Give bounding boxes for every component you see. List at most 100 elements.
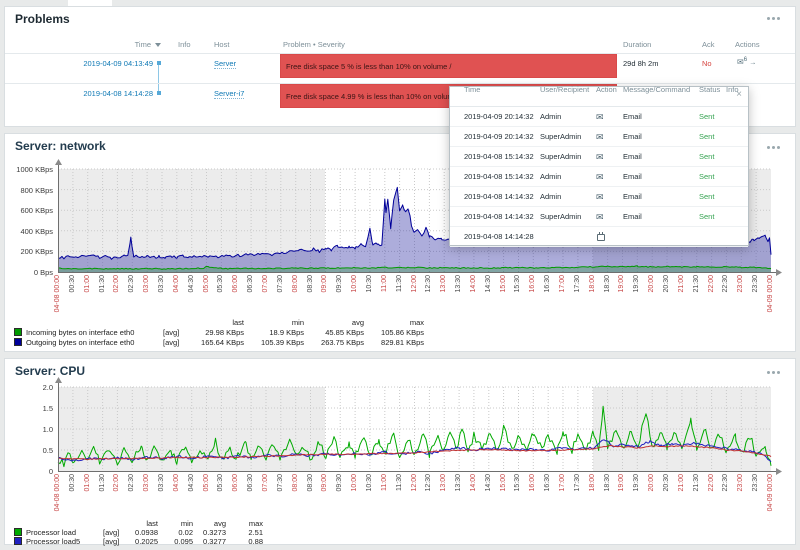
col-header-problem-severity[interactable]: Problem • Severity xyxy=(283,40,345,49)
message-icon[interactable]: ✉ xyxy=(737,57,744,67)
problem-time-link[interactable]: 2019-04-08 14:14:28 xyxy=(83,89,153,98)
action-log-row: 2019-04-08 14:14:32 Admin ✉ Email Sent xyxy=(450,187,748,207)
series-fill-0 xyxy=(58,187,771,272)
action-log-row: 2019-04-08 14:14:32 SuperAdmin ✉ Email S… xyxy=(450,207,748,227)
popup-col-action: Action xyxy=(596,85,617,94)
sort-desc-icon xyxy=(155,43,161,47)
x-axis-label: 05:30 xyxy=(217,275,225,293)
x-axis-label: 08:30 xyxy=(306,275,314,293)
envelope-icon: ✉ xyxy=(596,172,604,182)
series-line-1 xyxy=(58,439,772,463)
x-axis-label: 15:00 xyxy=(499,474,507,492)
series-line-0 xyxy=(57,405,772,468)
legend-stat-avg: 263.75 KBps xyxy=(321,338,364,347)
legend-stat-avg: 0.3277 xyxy=(203,537,226,546)
timeline-marker xyxy=(157,61,161,65)
calendar-icon xyxy=(597,232,605,241)
popup-col-status: Status xyxy=(699,85,721,94)
y-axis-label: 1000 KBps xyxy=(16,165,53,174)
x-axis-label: 01:00 xyxy=(83,275,91,293)
x-axis-label: 23:30 xyxy=(752,474,760,492)
x-axis-label: 18:30 xyxy=(603,474,611,492)
x-axis-label: 18:00 xyxy=(588,474,596,492)
actions-icons[interactable]: ✉6 → xyxy=(737,57,756,67)
legend-series-func: [avg] xyxy=(103,528,120,537)
legend-series-name: Incoming bytes on interface eth0 xyxy=(26,328,135,337)
duration-value: 29d 8h 2m xyxy=(623,59,659,68)
problem-severity-cell[interactable]: Free disk space 5 % is less than 10% on … xyxy=(280,54,617,78)
col-header-host[interactable]: Host xyxy=(214,40,230,49)
action-status: Sent xyxy=(699,192,715,201)
widget-menu-icon[interactable] xyxy=(767,371,781,375)
x-axis-label: 15:00 xyxy=(499,275,507,293)
x-axis-label: 17:30 xyxy=(573,474,581,492)
col-header-actions: Actions xyxy=(735,40,760,49)
x-axis-label: 10:30 xyxy=(365,275,373,293)
x-axis-label: 19:00 xyxy=(618,275,626,293)
network-chart[interactable]: 1000 KBps 800 KBps 600 KBps 400 KBps 200 KBp… xyxy=(5,134,795,351)
action-time: 2019-04-08 14:14:32 xyxy=(464,192,534,201)
cpu-chart[interactable]: 2.0 1.5 1.0 0.5 0 04-08 00:00 00:30 01:00 01:30 0… xyxy=(5,359,795,546)
legend-header-max: max xyxy=(409,318,424,327)
x-axis-label: 04-08 00:00 xyxy=(54,474,61,512)
x-axis-label: 14:00 xyxy=(469,275,477,293)
host-link[interactable]: Server xyxy=(214,59,237,69)
envelope-icon: ✉ xyxy=(596,152,604,162)
envelope-icon: ✉ xyxy=(596,192,604,202)
action-status: Sent xyxy=(699,112,715,121)
close-icon[interactable]: × xyxy=(736,89,742,100)
action-time: 2019-04-09 20:14:32 xyxy=(464,112,534,121)
series-line-2 xyxy=(58,445,772,461)
action-message: Email xyxy=(623,172,642,181)
cpu-plot-area[interactable] xyxy=(55,377,782,475)
action-user: Admin xyxy=(540,192,562,201)
network-plot-area[interactable] xyxy=(55,159,782,276)
action-user: Admin xyxy=(540,112,562,121)
top-edge-artifact xyxy=(68,0,112,6)
action-log-row: 2019-04-09 20:14:32 Admin ✉ Email Sent xyxy=(450,107,748,127)
problem-time-link[interactable]: 2019-04-09 04:13:49 xyxy=(83,59,153,68)
action-user: Admin xyxy=(540,172,562,181)
legend-header-avg: avg xyxy=(351,318,364,327)
legend-stat-avg: 45.85 KBps xyxy=(325,328,364,337)
cpu-graph-widget: Server: CPU 2.0 1.5 1.0 0.5 0 04-08 00:00 00:3… xyxy=(4,358,796,546)
x-axis-label: 22:00 xyxy=(707,474,715,492)
x-axis-label: 13:00 xyxy=(440,275,448,293)
popup-col-info: Info xyxy=(726,85,739,94)
y-axis-label: 0.5 xyxy=(42,446,53,455)
action-message: Email xyxy=(623,132,642,141)
x-axis-label: 17:00 xyxy=(559,275,567,293)
popup-col-message: Message/Command xyxy=(623,85,691,94)
x-axis-label: 22:00 xyxy=(707,275,715,293)
legend-stat-min: 18.9 KBps xyxy=(269,328,304,337)
action-time: 2019-04-09 20:14:32 xyxy=(464,132,534,141)
x-axis-label: 07:30 xyxy=(276,275,284,293)
col-header-ack: Ack xyxy=(702,40,715,49)
x-axis-label: 01:30 xyxy=(98,474,106,492)
col-header-time[interactable]: Time xyxy=(134,40,151,49)
popup-col-time: Time xyxy=(464,85,481,94)
legend-swatch xyxy=(14,328,22,336)
x-axis-label: 17:00 xyxy=(559,474,567,492)
x-axis-label: 03:30 xyxy=(157,275,165,293)
legend-stat-avg: 0.3273 xyxy=(203,528,226,537)
col-header-info: Info xyxy=(178,40,191,49)
host-link[interactable]: Server-i7 xyxy=(214,89,245,99)
ack-link[interactable]: No xyxy=(702,59,712,68)
action-message: Email xyxy=(623,212,642,221)
timeline-connector xyxy=(158,65,159,95)
legend-stat-last: 29.98 KBps xyxy=(205,328,244,337)
legend-stat-last: 0.0938 xyxy=(135,528,158,537)
x-axis-label: 00:30 xyxy=(68,275,76,293)
x-axis-label: 07:30 xyxy=(276,474,284,492)
x-axis-label: 18:00 xyxy=(588,275,596,293)
envelope-icon: ✉ xyxy=(596,112,604,122)
x-axis-label: 10:30 xyxy=(365,474,373,492)
legend-series-name: Processor load xyxy=(26,528,77,537)
widget-menu-icon[interactable] xyxy=(767,146,781,150)
x-axis-label: 06:30 xyxy=(247,474,255,492)
legend-stat-max: 2.51 xyxy=(248,528,263,537)
action-time: 2019-04-08 15:14:32 xyxy=(464,172,534,181)
widget-menu-icon[interactable] xyxy=(767,17,781,21)
legend-stat-last: 0.2025 xyxy=(135,537,158,546)
